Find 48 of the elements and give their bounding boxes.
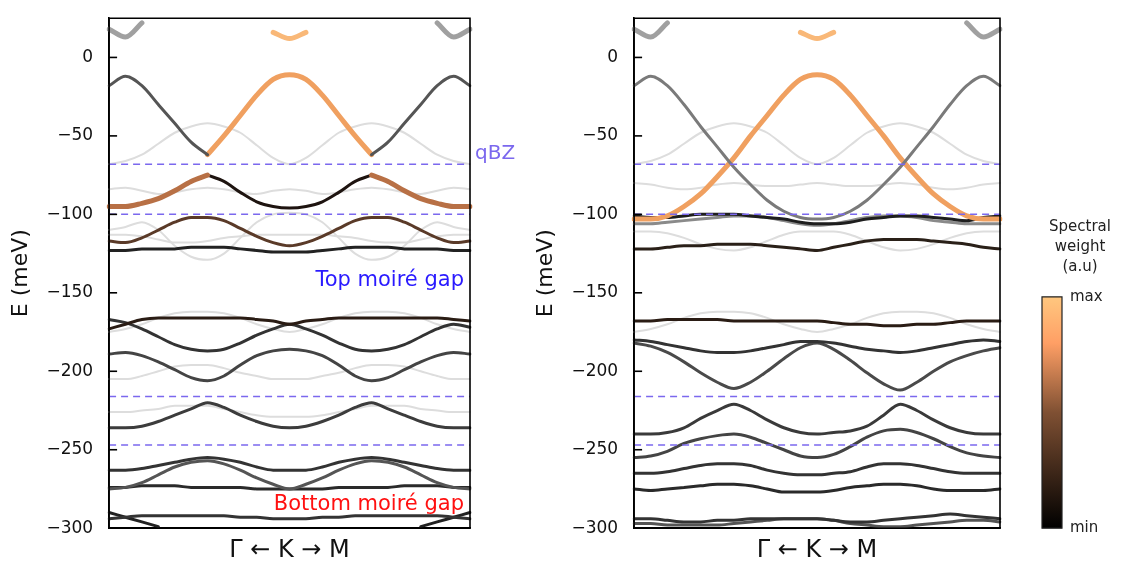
- line-series: [632, 341, 1002, 392]
- line-series: [632, 338, 1002, 354]
- line-series: [108, 310, 471, 334]
- y-tick-label: −300: [571, 516, 619, 537]
- line-series: [107, 456, 472, 472]
- y-tick-label: −300: [46, 516, 94, 537]
- line-series: [632, 427, 1002, 460]
- y-tick-label: 0: [82, 45, 94, 66]
- color-bar-label: max: [1070, 286, 1103, 305]
- line-series: [107, 215, 472, 248]
- y-tick-label: 0: [607, 45, 619, 66]
- y-tick-label: −50: [57, 124, 94, 145]
- line-series: [107, 317, 472, 353]
- line-series: [633, 181, 1001, 191]
- y-tick-label: −100: [46, 202, 94, 223]
- y-axis-title: E (meV): [531, 229, 557, 318]
- line-series: [632, 462, 1002, 477]
- color-bar-title: Spectral weight (a.u): [1049, 216, 1111, 275]
- y-tick-label: −150: [571, 281, 619, 302]
- y-axis-title: E (meV): [6, 229, 32, 318]
- y-tick-label: −150: [46, 281, 94, 302]
- y-tick-label: −200: [571, 359, 619, 380]
- line-series: [633, 230, 1001, 252]
- color-bar-label: min: [1070, 518, 1099, 537]
- line-series: [108, 186, 471, 195]
- line-series: [108, 211, 471, 261]
- y-tick-label: −250: [46, 438, 94, 459]
- line-series: [108, 364, 471, 381]
- line-series: [107, 316, 472, 331]
- x-axis-title: Γ ← K → M: [229, 534, 350, 563]
- line-series: [632, 512, 1002, 524]
- line-series: [633, 310, 1001, 334]
- annotation: Bottom moiré gap: [273, 491, 464, 516]
- line-series: [632, 482, 1002, 494]
- line-series: [107, 459, 472, 491]
- y-tick-label: −250: [571, 438, 619, 459]
- line-series: [108, 404, 471, 418]
- line-series: [107, 347, 472, 383]
- x-axis-title: Γ ← K → M: [756, 534, 878, 563]
- line-series: [107, 401, 472, 430]
- annotation: Top moiré gap: [314, 266, 464, 291]
- line-series: [632, 237, 1002, 252]
- line-series: [632, 402, 1002, 436]
- line-series: [632, 317, 1002, 328]
- y-tick-label: −200: [46, 359, 94, 380]
- y-tick-label: −50: [582, 124, 619, 145]
- ref-line-label: qBZ: [475, 140, 516, 165]
- y-tick-label: −100: [571, 202, 619, 223]
